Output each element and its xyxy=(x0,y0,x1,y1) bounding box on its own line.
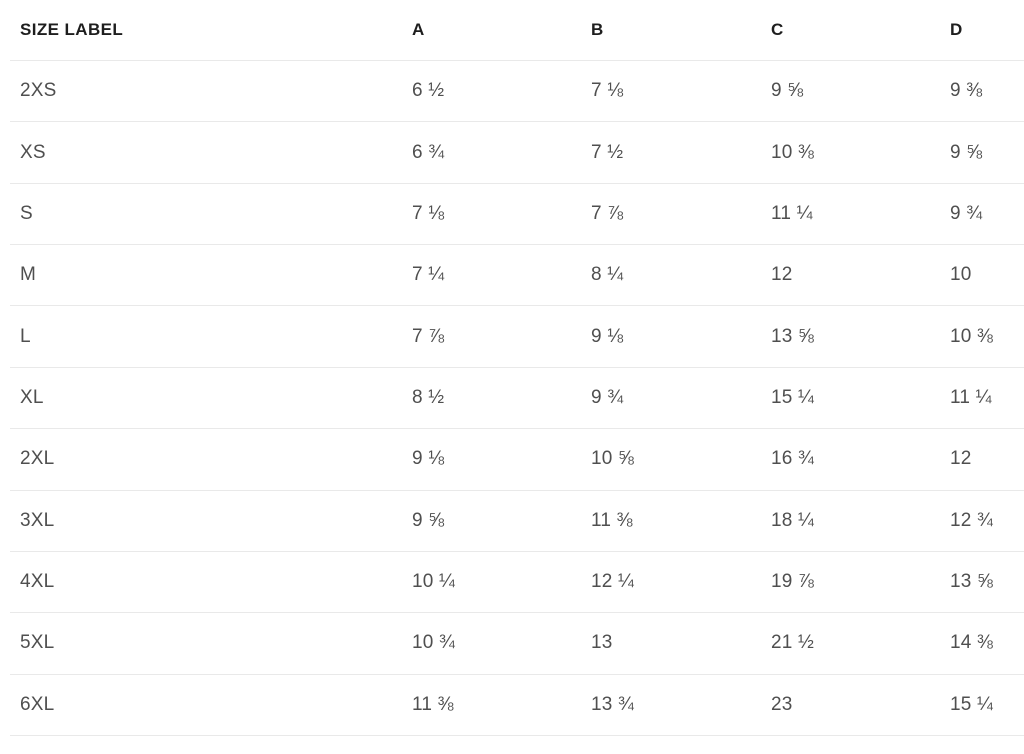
measurement-cell: 11 ¼ xyxy=(771,202,813,224)
measurement-cell: 9 ¾ xyxy=(950,202,983,224)
column-header-size-label: SIZE LABEL xyxy=(20,20,124,39)
measurement-cell: 7 ⅞ xyxy=(591,202,624,224)
measurement-cell: 10 ⅝ xyxy=(591,448,635,470)
size-label-cell: 2XS xyxy=(20,80,57,102)
measurement-cell: 7 ½ xyxy=(591,141,624,163)
size-label-cell: 6XL xyxy=(20,693,55,715)
size-label-cell: XL xyxy=(20,386,44,408)
column-header-c: C xyxy=(771,20,784,39)
size-label-cell: L xyxy=(20,325,31,347)
measurement-cell: 15 ¼ xyxy=(950,693,994,715)
measurement-cell: 14 ⅜ xyxy=(950,632,994,654)
measurement-cell: 15 ¼ xyxy=(771,386,815,408)
measurement-cell: 8 ½ xyxy=(412,386,445,408)
measurement-cell: 10 xyxy=(950,264,972,286)
size-label-cell: 5XL xyxy=(20,632,55,654)
measurement-cell: 8 ¼ xyxy=(591,264,624,286)
table-header-row: SIZE LABEL A B C D xyxy=(10,0,1024,61)
size-label-cell: 3XL xyxy=(20,509,55,531)
measurement-cell: 7 ¼ xyxy=(412,264,445,286)
measurement-cell: 12 ¼ xyxy=(591,571,635,593)
measurement-cell: 23 xyxy=(771,693,793,715)
measurement-cell: 6 ¾ xyxy=(412,141,445,163)
measurement-cell: 11 ⅜ xyxy=(412,693,454,715)
size-label-cell: M xyxy=(20,264,37,286)
measurement-cell: 11 ⅜ xyxy=(591,509,633,531)
table-row: 4XL 10 ¼ 12 ¼ 19 ⅞ 13 ⅝ xyxy=(10,552,1024,614)
measurement-cell: 9 ⅝ xyxy=(950,141,983,163)
measurement-cell: 18 ¼ xyxy=(771,509,815,531)
size-label-cell: 4XL xyxy=(20,571,55,593)
measurement-cell: 13 ⅝ xyxy=(771,325,815,347)
measurement-cell: 9 ⅛ xyxy=(591,325,624,347)
measurement-cell: 13 ¾ xyxy=(591,693,635,715)
measurement-cell: 9 ⅝ xyxy=(771,80,804,102)
column-header-d: D xyxy=(950,20,963,39)
table-row: XS 6 ¾ 7 ½ 10 ⅜ 9 ⅝ xyxy=(10,122,1024,184)
table-row: M 7 ¼ 8 ¼ 12 10 xyxy=(10,245,1024,307)
table-row: 3XL 9 ⅝ 11 ⅜ 18 ¼ 12 ¾ xyxy=(10,491,1024,552)
measurement-cell: 7 ⅛ xyxy=(591,80,624,102)
measurement-cell: 11 ¼ xyxy=(950,386,992,408)
measurement-cell: 6 ½ xyxy=(412,80,445,102)
measurement-cell: 9 ⅜ xyxy=(950,80,983,102)
measurement-cell: 10 ¾ xyxy=(412,632,456,654)
table-row: 5XL 10 ¾ 13 21 ½ 14 ⅜ xyxy=(10,613,1024,675)
table-row: L 7 ⅞ 9 ⅛ 13 ⅝ 10 ⅜ xyxy=(10,306,1024,368)
measurement-cell: 19 ⅞ xyxy=(771,571,815,593)
measurement-cell: 10 ⅜ xyxy=(950,325,994,347)
measurement-cell: 16 ¾ xyxy=(771,448,815,470)
measurement-cell: 12 xyxy=(950,448,972,470)
measurement-cell: 12 xyxy=(771,264,793,286)
column-header-a: A xyxy=(412,20,425,39)
table-row: 2XL 9 ⅛ 10 ⅝ 16 ¾ 12 xyxy=(10,429,1024,491)
measurement-cell: 9 ⅝ xyxy=(412,509,445,531)
size-label-cell: S xyxy=(20,202,33,224)
table-row: S 7 ⅛ 7 ⅞ 11 ¼ 9 ¾ xyxy=(10,184,1024,246)
table-row: XL 8 ½ 9 ¾ 15 ¼ 11 ¼ xyxy=(10,368,1024,430)
measurement-cell: 9 ¾ xyxy=(591,386,624,408)
measurement-cell: 21 ½ xyxy=(771,632,815,654)
size-label-cell: 2XL xyxy=(20,448,55,470)
size-label-cell: XS xyxy=(20,141,46,163)
measurement-cell: 7 ⅛ xyxy=(412,202,445,224)
measurement-cell: 10 ⅜ xyxy=(771,141,815,163)
measurement-cell: 9 ⅛ xyxy=(412,448,445,470)
column-header-b: B xyxy=(591,20,604,39)
table-row: 2XS 6 ½ 7 ⅛ 9 ⅝ 9 ⅜ xyxy=(10,61,1024,123)
measurement-cell: 12 ¾ xyxy=(950,509,994,531)
measurement-cell: 10 ¼ xyxy=(412,571,456,593)
measurement-cell: 13 ⅝ xyxy=(950,571,994,593)
table-body: 2XS 6 ½ 7 ⅛ 9 ⅝ 9 ⅜ XS 6 ¾ 7 ½ 10 ⅜ 9 ⅝ S 7 ⅛ 7 ⅞ 11 … xyxy=(0,61,1024,736)
table-row: 6XL 11 ⅜ 13 ¾ 23 15 ¼ xyxy=(10,675,1024,736)
measurement-cell: 7 ⅞ xyxy=(412,325,445,347)
measurement-cell: 13 xyxy=(591,632,613,654)
